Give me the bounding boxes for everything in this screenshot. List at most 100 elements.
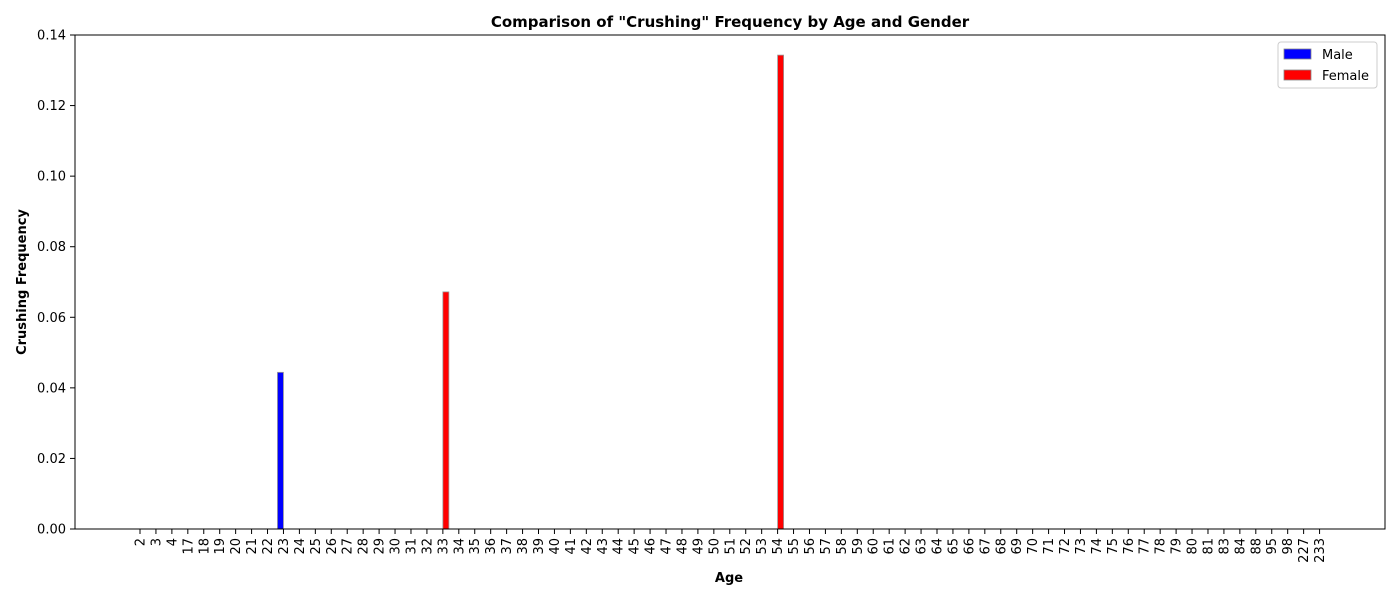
x-tick-label: 77	[1138, 538, 1153, 555]
x-tick-label: 53	[755, 538, 770, 555]
x-tick-label: 50	[707, 538, 722, 555]
x-tick-label: 22	[261, 538, 276, 555]
x-tick-label: 68	[994, 538, 1009, 555]
x-tick-label: 73	[1074, 538, 1089, 555]
bar-female-age-54	[777, 54, 784, 530]
x-tick-label: 52	[739, 538, 754, 555]
x-tick-label: 60	[867, 538, 882, 555]
x-tick-label: 20	[229, 538, 244, 555]
x-tick-label: 58	[835, 538, 850, 555]
x-tick-label: 70	[1026, 538, 1041, 555]
y-tick-label: 0.10	[37, 170, 66, 185]
x-tick-label: 64	[931, 538, 946, 555]
x-tick-label: 83	[1217, 538, 1232, 555]
x-tick-label: 27	[341, 538, 356, 555]
x-tick-label: 3	[149, 538, 164, 546]
x-tick-label: 37	[500, 538, 515, 555]
x-tick-label: 33	[436, 538, 451, 555]
legend-label-female: Female	[1322, 69, 1369, 84]
bar-male-age-23	[277, 371, 284, 530]
x-tick-label: 65	[946, 538, 961, 555]
x-tick-label: 38	[516, 538, 531, 555]
bar-female-age-33	[442, 291, 450, 530]
legend: Male Female	[1277, 41, 1378, 89]
x-tick-label: 98	[1281, 538, 1296, 555]
x-tick-label: 84	[1233, 538, 1248, 555]
x-tick-label: 75	[1106, 538, 1121, 555]
x-tick-label: 54	[771, 538, 786, 555]
x-tick-label: 41	[564, 538, 579, 555]
x-tick-label: 62	[899, 538, 914, 555]
x-tick-label: 79	[1170, 538, 1185, 555]
x-tick-label: 40	[548, 538, 563, 555]
x-tick-label: 31	[404, 538, 419, 555]
x-tick-label: 56	[803, 538, 818, 555]
x-tick-label: 61	[883, 538, 898, 555]
x-tick-label: 25	[309, 538, 324, 555]
x-tick-label: 19	[213, 538, 228, 555]
x-tick-label: 88	[1249, 538, 1264, 555]
x-tick-label: 59	[851, 538, 866, 555]
x-tick-label: 80	[1186, 538, 1201, 555]
x-axis: 2 3 4 17 18 19 20 21 22 23 24 25 26 27 28 29 30 31 32 33 34 3…	[134, 529, 1328, 563]
x-tick-label: 45	[628, 538, 643, 555]
y-axis-title: Crushing Frequency	[15, 209, 30, 355]
plot-frame	[74, 34, 1386, 530]
x-tick-label: 57	[819, 538, 834, 555]
x-tick-label: 95	[1265, 538, 1280, 555]
x-tick-label: 34	[452, 538, 467, 555]
x-tick-label: 71	[1042, 538, 1057, 555]
legend-label-male: Male	[1322, 48, 1353, 63]
y-tick-label: 0.14	[37, 29, 66, 44]
x-tick-label: 74	[1090, 538, 1105, 555]
legend-swatch-male	[1283, 48, 1312, 60]
x-tick-label: 55	[787, 538, 802, 555]
x-tick-label: 81	[1201, 538, 1216, 555]
y-tick-label: 0.08	[37, 240, 66, 255]
x-tick-label: 69	[1010, 538, 1025, 555]
x-tick-label: 46	[644, 538, 659, 555]
x-tick-label: 21	[245, 538, 260, 555]
legend-swatch-female	[1283, 69, 1312, 81]
x-tick-label: 26	[325, 538, 340, 555]
chart-title: Comparison of "Crushing" Frequency by Ag…	[491, 13, 970, 31]
x-tick-label: 66	[962, 538, 977, 555]
x-tick-label: 63	[915, 538, 930, 555]
y-tick-label: 0.00	[37, 523, 66, 538]
x-tick-label: 76	[1122, 538, 1137, 555]
x-tick-label: 49	[691, 538, 706, 555]
x-tick-label: 28	[357, 538, 372, 555]
x-tick-label: 42	[580, 538, 595, 555]
x-tick-label: 24	[293, 538, 308, 555]
x-tick-label: 233	[1313, 538, 1328, 563]
x-tick-label: 48	[675, 538, 690, 555]
x-axis-title: Age	[715, 571, 743, 586]
x-tick-label: 32	[420, 538, 435, 555]
y-tick-label: 0.04	[37, 381, 66, 396]
x-tick-label: 47	[660, 538, 675, 555]
y-tick-label: 0.12	[37, 99, 66, 114]
x-tick-label: 35	[468, 538, 483, 555]
x-tick-label: 17	[181, 538, 196, 555]
x-tick-label: 30	[389, 538, 404, 555]
x-tick-label: 44	[612, 538, 627, 555]
x-tick-label: 43	[596, 538, 611, 555]
x-tick-label: 2	[134, 538, 149, 546]
bars-layer	[277, 54, 784, 530]
y-tick-label: 0.06	[37, 311, 66, 326]
x-tick-label: 227	[1297, 538, 1312, 563]
x-tick-label: 39	[532, 538, 547, 555]
y-axis: 0.00 0.02 0.04 0.06 0.08 0.10 0.12 0.14	[37, 29, 75, 538]
x-tick-label: 67	[978, 538, 993, 555]
x-tick-label: 29	[373, 538, 388, 555]
x-tick-label: 36	[484, 538, 499, 555]
y-tick-label: 0.02	[37, 452, 66, 467]
x-tick-label: 78	[1154, 538, 1169, 555]
x-tick-label: 18	[197, 538, 212, 555]
x-tick-label: 51	[723, 538, 738, 555]
x-tick-label: 23	[277, 538, 292, 555]
x-tick-label: 4	[165, 538, 180, 546]
x-tick-label: 72	[1058, 538, 1073, 555]
